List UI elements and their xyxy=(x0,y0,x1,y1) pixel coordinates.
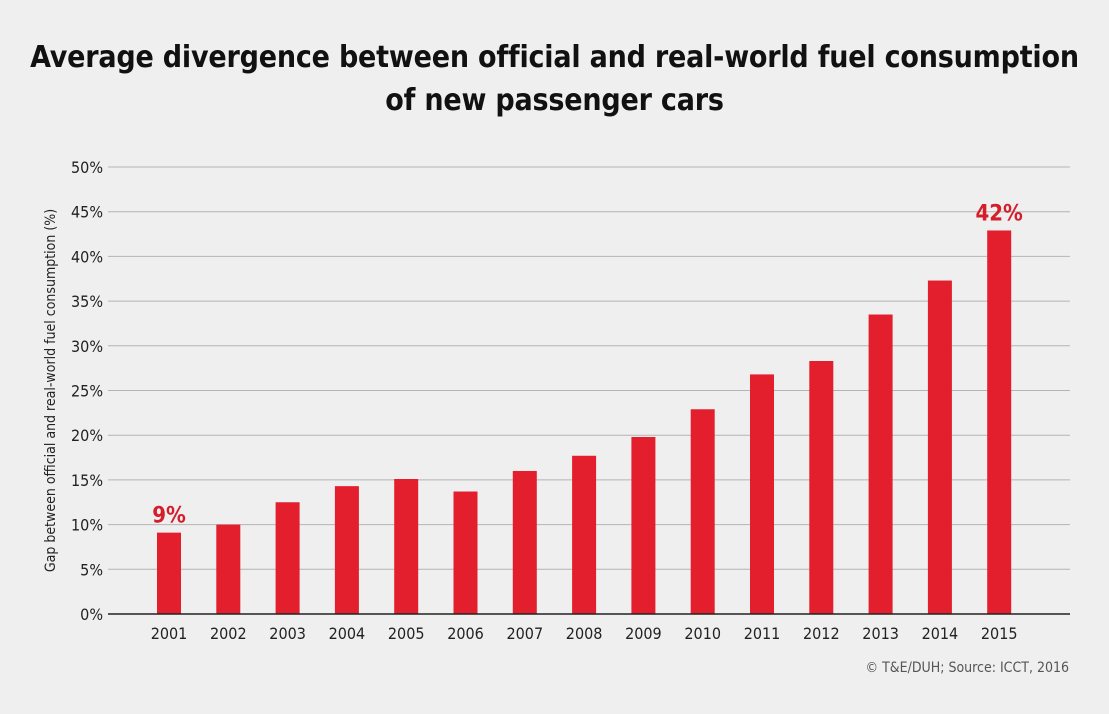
bar xyxy=(987,230,1012,614)
bar xyxy=(512,470,537,614)
chart-title-line-1: Average divergence between official and … xyxy=(30,40,1079,75)
y-tick-label: 10% xyxy=(71,516,103,535)
bar xyxy=(216,524,241,614)
y-tick-label: 50% xyxy=(71,158,103,177)
bar xyxy=(453,491,478,614)
bar xyxy=(275,502,300,614)
y-tick-label: 5% xyxy=(80,560,103,579)
bar xyxy=(394,479,419,614)
bar xyxy=(690,409,715,614)
bar xyxy=(631,436,656,614)
chart-title: Average divergence between official and … xyxy=(0,36,1109,122)
bar xyxy=(927,280,952,614)
x-tick-label: 2003 xyxy=(269,624,306,643)
y-axis-label: Gap between official and real-world fuel… xyxy=(43,209,59,572)
data-label: 42% xyxy=(976,201,1024,226)
x-tick-label: 2013 xyxy=(862,624,899,643)
bar xyxy=(750,374,774,614)
y-tick-label: 20% xyxy=(71,426,103,445)
y-tick-label: 30% xyxy=(71,337,103,356)
x-tick-label: 2014 xyxy=(922,624,959,643)
bar xyxy=(809,360,834,614)
y-tick-label: 15% xyxy=(71,471,103,490)
x-tick-label: 2001 xyxy=(151,624,188,643)
bar xyxy=(157,532,181,614)
y-tick-label: 25% xyxy=(71,382,103,401)
bar xyxy=(334,486,359,614)
x-tick-label: 2011 xyxy=(744,624,781,643)
x-tick-label: 2004 xyxy=(329,624,366,643)
x-tick-label: 2010 xyxy=(684,624,721,643)
x-tick-label: 2007 xyxy=(506,624,543,643)
y-tick-label: 0% xyxy=(80,605,103,624)
x-tick-label: 2008 xyxy=(566,624,603,643)
bar xyxy=(572,455,597,614)
x-tick-label: 2002 xyxy=(210,624,247,643)
x-tick-label: 2006 xyxy=(447,624,484,643)
x-tick-label: 2009 xyxy=(625,624,662,643)
bar xyxy=(868,314,893,614)
data-label: 9% xyxy=(152,504,186,529)
source-credit: © T&E/DUH; Source: ICCT, 2016 xyxy=(865,660,1069,676)
x-tick-label: 2015 xyxy=(981,624,1018,643)
y-tick-label: 45% xyxy=(71,203,103,222)
x-tick-label: 2012 xyxy=(803,624,840,643)
x-tick-label: 2005 xyxy=(388,624,425,643)
y-tick-label: 40% xyxy=(71,247,103,266)
y-tick-label: 35% xyxy=(71,292,103,311)
chart-title-line-2: of new passenger cars xyxy=(385,83,724,118)
